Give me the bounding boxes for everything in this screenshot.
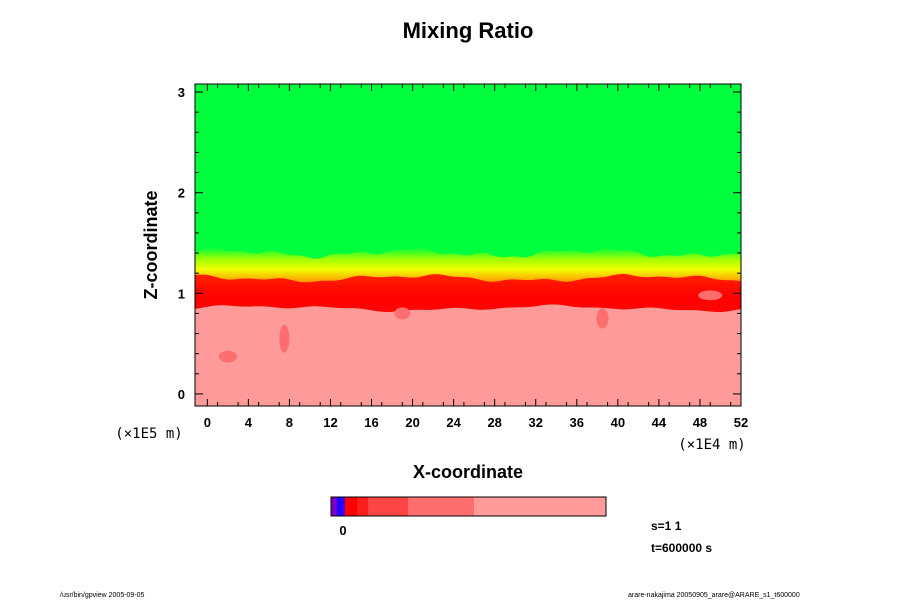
colorbar-segment-1 xyxy=(336,497,346,516)
colorbar-segment-3 xyxy=(357,497,369,516)
chart-title: Mixing Ratio xyxy=(403,18,534,43)
x-tick-label: 28 xyxy=(487,415,501,430)
x-tick-label: 8 xyxy=(286,415,293,430)
x-tick-label: 12 xyxy=(323,415,337,430)
colorbar-label: 0 xyxy=(339,523,346,538)
x-tick-label: 20 xyxy=(405,415,419,430)
x-tick-label: 44 xyxy=(652,415,667,430)
x-tick-label: 40 xyxy=(611,415,625,430)
lower-blob-3 xyxy=(596,308,609,329)
x-tick-label: 4 xyxy=(245,415,253,430)
step-info: s=1 1 xyxy=(651,519,682,533)
lower-blobs xyxy=(218,290,723,363)
footer-left: /usr/bin/gpview 2005-09-05 xyxy=(60,592,145,599)
x-tick-label: 0 xyxy=(204,415,211,430)
y-axis: 0 1 2 3 xyxy=(178,85,741,402)
x-tick-label: 52 xyxy=(734,415,748,430)
colorbar-frame xyxy=(330,496,607,517)
lower-blob-1 xyxy=(279,324,290,353)
y-tick-label: 0 xyxy=(178,387,185,402)
x-axis: 0 4 8 12 16 20 24 28 32 36 40 44 48 52 xyxy=(204,84,748,430)
y-axis-label: Z-coordinate xyxy=(141,190,161,299)
y-scale-note: (×1E5 m) xyxy=(115,426,182,442)
colorbar-segment-5 xyxy=(408,497,475,516)
lower-region xyxy=(195,304,741,406)
colorbar xyxy=(331,497,607,516)
x-tick-label: 36 xyxy=(570,415,584,430)
time-info: t=600000 s xyxy=(651,541,712,555)
footer-right: arare-nakajima 20050905_arare@ARARE_s1_t… xyxy=(628,592,800,599)
y-tick-label: 3 xyxy=(178,85,185,100)
peak-band xyxy=(195,273,741,313)
lower-blob-2 xyxy=(394,307,411,320)
x-tick-label: 16 xyxy=(364,415,378,430)
colorbar-segment-6 xyxy=(474,497,607,516)
x-tick-label: 48 xyxy=(693,415,707,430)
colorbar-segment-2 xyxy=(344,497,358,516)
plot-area xyxy=(195,84,741,406)
x-scale-note: (×1E4 m) xyxy=(678,437,745,453)
lower-blob-4 xyxy=(698,290,723,301)
x-axis-label: X-coordinate xyxy=(413,462,523,482)
y-tick-label: 1 xyxy=(178,286,185,301)
lower-blob-0 xyxy=(218,350,237,363)
x-tick-label: 32 xyxy=(529,415,543,430)
colorbar-segment-4 xyxy=(368,497,409,516)
colorbar-segment-0 xyxy=(331,497,337,516)
plot-frame xyxy=(194,83,742,407)
y-tick-label: 2 xyxy=(178,186,185,201)
x-tick-label: 24 xyxy=(446,415,461,430)
